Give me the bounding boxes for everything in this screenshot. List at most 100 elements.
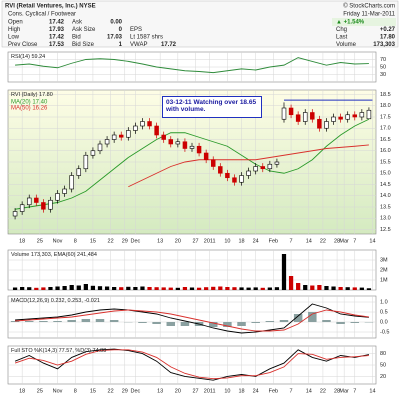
candle-body — [83, 154, 89, 170]
volume-bar — [119, 287, 124, 290]
quote-label: VWAP — [130, 42, 147, 48]
series-line — [15, 57, 369, 74]
volume-bar — [83, 284, 88, 290]
candle-body — [317, 118, 322, 129]
annotation-box: 03-12-11 Watching over 18.65 with volume… — [162, 96, 262, 118]
candle-body — [62, 188, 67, 194]
panel-title: MACD(12,26,9) 0.232, 0.253, -0.021 — [11, 298, 100, 304]
y-tick-label: 17.0 — [380, 126, 391, 132]
quote-label: Ask — [72, 20, 83, 26]
volume-bar — [345, 287, 350, 290]
candle-body — [19, 204, 25, 212]
volume-bar — [352, 287, 357, 290]
candle-body — [41, 202, 46, 210]
histogram-bar — [237, 322, 246, 326]
histogram-bar — [265, 321, 275, 322]
volume-bar — [48, 287, 53, 290]
volume-bar — [20, 287, 25, 290]
y-tick-label: 0.5 — [380, 309, 388, 315]
y-tick-label: 2M — [380, 267, 388, 273]
y-tick-label: 18.0 — [380, 103, 391, 109]
quote-label: Bid — [72, 35, 81, 41]
quote-label: Low — [8, 35, 20, 41]
candle-body — [48, 199, 53, 210]
y-tick-label: 14.5 — [380, 182, 391, 188]
summary-value: 173,303 — [373, 42, 395, 48]
x-tick-label: 14 — [306, 238, 312, 244]
y-tick-label: 50 — [380, 64, 386, 70]
series-line — [14, 349, 369, 380]
quote-label: Open — [8, 20, 23, 26]
quote-label: Ask Size — [72, 27, 96, 33]
candle-body — [225, 172, 230, 179]
summary-value: +0.27 — [380, 27, 396, 33]
histogram-bar — [166, 322, 176, 326]
candle-body — [239, 175, 244, 183]
series-line — [15, 303, 369, 334]
x-tick-label: 10 — [224, 388, 230, 394]
volume-bar — [147, 287, 152, 290]
volume-bar — [62, 286, 67, 290]
x-tick-label: 27 — [192, 238, 198, 244]
candle-body — [111, 134, 117, 140]
candle-body — [147, 121, 152, 127]
candle-body — [218, 166, 223, 174]
series-line — [15, 309, 369, 332]
x-tick-label: 15 — [90, 238, 96, 244]
volume-bar — [90, 285, 96, 290]
quote-label: High — [8, 27, 20, 33]
y-tick-label: 50 — [380, 362, 386, 368]
histogram-bar — [53, 321, 62, 322]
x-tick-label: Feb — [269, 388, 278, 394]
x-tick-label: Mar — [339, 238, 349, 244]
annotation: 03-12-11 Watching over 18.65 with volume… — [162, 96, 262, 118]
volume-bar — [76, 285, 81, 290]
quote-label: Prev Close — [8, 42, 38, 48]
histogram-bar — [336, 322, 345, 324]
candle-body — [189, 145, 195, 149]
x-tick-label: Dec — [130, 388, 140, 394]
x-tick-label: 22 — [108, 238, 114, 244]
candle-body — [26, 197, 32, 206]
histogram-bar — [208, 322, 218, 327]
x-tick-label: 24 — [253, 238, 259, 244]
volume-bar — [211, 286, 216, 290]
x-tick-label: 18 — [238, 388, 244, 394]
x-tick-label: Mar — [339, 388, 349, 394]
volume-bar — [126, 286, 131, 290]
x-tick-label: 14 — [369, 388, 375, 394]
y-tick-label: 12.5 — [380, 227, 391, 233]
candle-body — [97, 143, 103, 152]
candle-body — [253, 166, 258, 172]
x-tick-label: 27 — [192, 388, 198, 394]
y-tick-label: 14.0 — [380, 193, 391, 199]
panel-title: Full STO %K(14,3) 77.57, %D(3) 74.88 — [11, 348, 106, 354]
summary-label: Last — [336, 35, 348, 41]
histogram-bar — [251, 322, 260, 323]
quote-value: 1 — [119, 42, 123, 48]
candle-body — [203, 152, 209, 161]
candle-body — [324, 121, 329, 129]
y-tick-label: -0.5 — [380, 329, 389, 335]
y-tick-label: 3M — [380, 257, 388, 263]
candle-body — [126, 130, 131, 138]
x-tick-label: 25 — [37, 238, 43, 244]
x-tick-label: 13 — [157, 238, 163, 244]
histogram-bar — [223, 322, 232, 327]
x-tick-label: 22 — [320, 238, 326, 244]
candle-body — [196, 145, 202, 154]
x-tick-label: 20 — [175, 388, 181, 394]
x-tick-label: Nov — [53, 238, 63, 244]
candle-body — [69, 175, 74, 190]
x-tick-label: 28 — [334, 388, 340, 394]
y-tick-label: 16.5 — [380, 137, 391, 143]
volume-bar — [34, 287, 39, 290]
series-line — [128, 144, 369, 188]
volume-bar — [154, 287, 159, 290]
histogram-bar — [308, 312, 317, 322]
quote-value: 17.72 — [161, 42, 177, 48]
candle-body — [302, 112, 308, 122]
histogram-bar — [24, 321, 34, 322]
candle-body — [232, 177, 237, 183]
